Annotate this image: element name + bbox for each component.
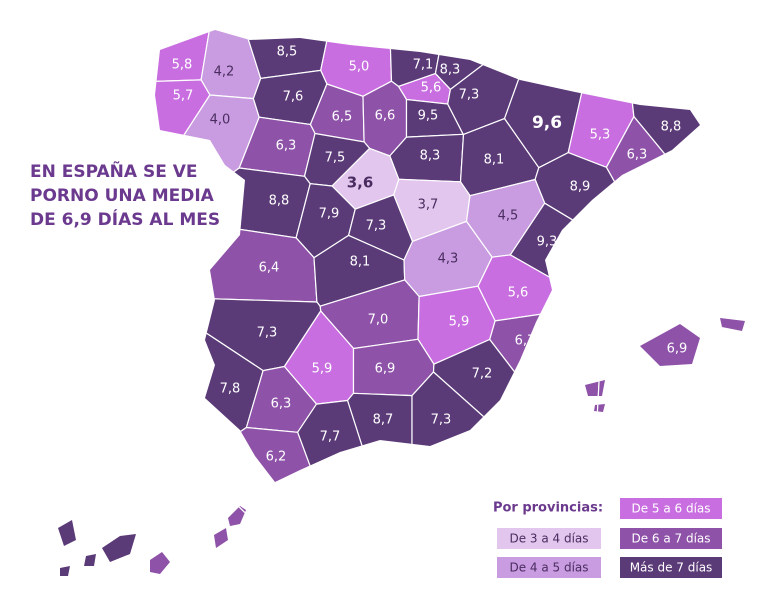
legend-label: Más de 7 días [630,561,713,575]
province-label: 7,8 [220,382,241,397]
province-label: 7,9 [319,207,340,222]
province-label: 6,6 [180,538,201,553]
province-label: 7,0 [368,313,389,328]
labels: 5,8 4,2 5,7 4,0 8,5 5,0 7,1 8,3 5,6 7,6 6,5 6,6 9,5 7… [83,45,688,553]
legend: De 5 a 6 días De 3 a 4 días De 6 a 7 días D… [497,498,722,578]
province-label: 8,8 [269,194,290,209]
province-label: 5,8 [172,58,193,73]
province-label: 6,4 [259,261,280,276]
province-label: 5,9 [449,315,470,330]
province-label: 4,3 [438,252,459,267]
province-label: 9,3 [537,235,558,250]
province-label: 7,7 [320,430,341,445]
province-label: 6,7 [515,334,536,349]
province-label: 5,0 [349,60,370,75]
title-line: PORNO UNA MEDIA [30,186,215,206]
legend-label: De 3 a 4 días [509,532,588,546]
legend-title: Por provincias: [493,501,603,516]
province-label: 8,8 [661,120,682,135]
province-label: 7,3 [257,326,278,341]
legend-swatch [620,557,722,578]
legend-label: De 6 a 7 días [631,532,710,546]
title-line: EN ESPAÑA SE VE [30,159,198,182]
province-label: 7,3 [431,413,452,428]
province [58,30,216,88]
province-label: 9,6 [532,113,562,133]
province-label: 7,0 [83,523,104,538]
province-label: 6,3 [627,148,648,163]
title-line: DE 6,9 DÍAS AL MES [30,208,220,230]
province-label: 5,9 [312,362,333,377]
province-label: 3,6 [347,174,374,192]
province-label: 6,6 [375,109,396,124]
province-label: 5,7 [173,89,194,104]
province-label: 5,6 [421,81,442,96]
province-label: 6,9 [375,362,396,377]
province-label: 6,3 [271,397,292,412]
province-label: 8,3 [440,63,461,78]
province-label: 3,7 [418,198,439,213]
province-label: 7,3 [366,219,387,234]
province-label: 5,6 [508,286,529,301]
province-label: 6,2 [266,450,287,465]
province-label: 7,1 [413,58,434,73]
province [620,30,745,238]
province-label: 7,3 [459,88,480,103]
province [58,301,156,576]
title: EN ESPAÑA SE VE PORNO UNA MEDIA DE 6,9 D… [30,159,220,230]
province-label: 4,5 [498,209,519,224]
province-label: 6,3 [276,139,297,154]
province-label: 6,5 [332,110,353,125]
province-label: 7,2 [472,367,493,382]
province-label: 9,5 [418,109,439,124]
province-label: 8,1 [484,153,505,168]
province-label: 5,3 [590,128,611,143]
province-label: 8,1 [350,255,371,270]
province-label: 4,2 [214,65,235,80]
province-label: 4,0 [210,113,231,128]
legend-swatch [497,557,601,578]
province-label: 8,3 [420,149,441,164]
province-label: 8,7 [373,413,394,428]
province-label: 7,5 [325,151,346,166]
province-label: 8,9 [570,180,591,195]
legend-swatch [620,528,722,549]
province [131,452,333,576]
legend-swatch [620,498,722,519]
province [320,30,393,97]
province-label: 6,9 [667,342,688,357]
legend-label: De 5 a 6 días [631,502,710,516]
legend-label: De 4 a 5 días [509,561,588,575]
province [489,304,604,478]
province-label: 7,6 [283,90,304,105]
province-label: 8,5 [277,45,298,60]
legend-swatch [497,528,601,549]
